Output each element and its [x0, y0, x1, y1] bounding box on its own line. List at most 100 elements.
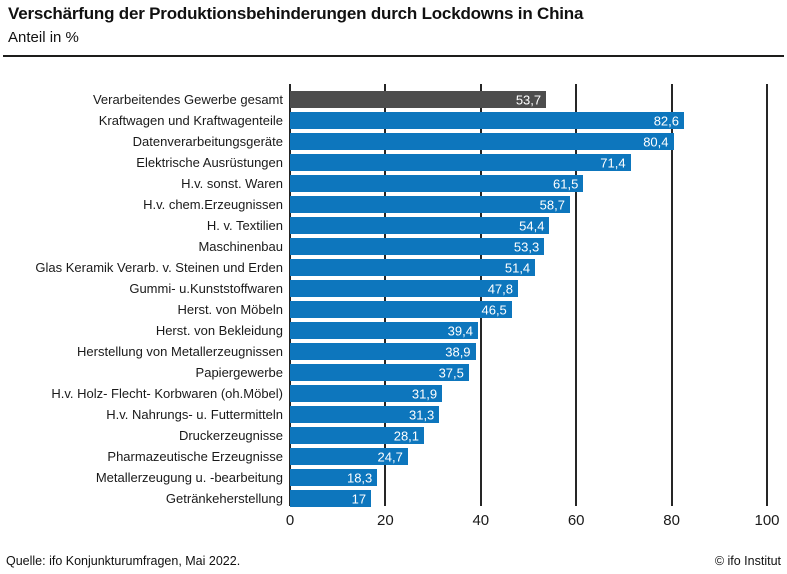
category-label: Herst. von Bekleidung — [155, 323, 283, 338]
bar-track: 28,1 — [290, 427, 767, 444]
bar-track: 31,3 — [290, 406, 767, 423]
chart-row: Herst. von Möbeln 46,5 — [0, 299, 787, 320]
x-tick-label: 0 — [285, 512, 295, 529]
chart-title: Verschärfung der Produktionsbehinderunge… — [8, 4, 584, 23]
x-tick-label: 20 — [377, 512, 394, 529]
value-label: 24,7 — [377, 449, 403, 464]
category-label: Elektrische Ausrüstungen — [136, 155, 283, 170]
bar: 28,1 — [290, 427, 425, 444]
value-label: 37,5 — [438, 365, 464, 380]
chart-row: Gummi- u.Kunststoffwaren 47,8 — [0, 278, 787, 299]
category-label: H.v. Nahrungs- u. Futtermitteln — [106, 407, 283, 422]
category-label: Herstellung von Metallerzeugnissen — [77, 344, 283, 359]
chart-row: Druckerzeugnisse 28,1 — [0, 425, 787, 446]
bar: 82,6 — [290, 112, 684, 129]
bar: 39,4 — [290, 322, 478, 339]
category-label: Maschinenbau — [198, 239, 283, 254]
bar-track: 82,6 — [290, 112, 767, 129]
bar: 53,3 — [290, 238, 545, 255]
source-note: Quelle: ifo Konjunkturumfragen, Mai 2022… — [6, 554, 241, 568]
bar-track: 24,7 — [290, 448, 767, 465]
chart-row: H. v. Textilien 54,4 — [0, 215, 787, 236]
chart-row: H.v. chem.Erzeugnissen 58,7 — [0, 194, 787, 215]
value-label: 31,3 — [408, 407, 435, 422]
bar-track: 54,4 — [290, 217, 767, 234]
bar: 51,4 — [290, 259, 536, 276]
value-label: 58,7 — [539, 197, 565, 212]
category-label: Getränkeherstellung — [165, 491, 283, 506]
gridline — [670, 84, 673, 506]
bar-track: 53,7 — [290, 91, 767, 108]
chart-row: H.v. Nahrungs- u. Futtermitteln 31,3 — [0, 404, 787, 425]
bar: 37,5 — [290, 364, 469, 381]
category-label: H. v. Textilien — [206, 218, 283, 233]
bar: 58,7 — [290, 196, 570, 213]
category-label: Druckerzeugnisse — [178, 428, 283, 443]
bar: 31,9 — [290, 385, 443, 402]
chart-row: H.v. sonst. Waren 61,5 — [0, 173, 787, 194]
bar: 61,5 — [290, 175, 584, 192]
gridline — [766, 84, 768, 506]
x-tick-label: 60 — [567, 512, 585, 529]
chart-row: Kraftwagen und Kraftwagenteile 82,6 — [0, 110, 787, 131]
category-label: Metallerzeugung u. -bearbeitung — [95, 470, 283, 485]
bar: 47,8 — [290, 280, 518, 297]
chart-row: H.v. Holz- Flecht- Korbwaren (oh.Möbel) 3… — [0, 383, 787, 404]
bar-track: 61,5 — [290, 175, 767, 192]
value-label: 38,9 — [445, 344, 471, 359]
bar-track: 17 — [290, 490, 767, 507]
x-tick-label: 80 — [663, 512, 680, 529]
bar-track: 39,4 — [290, 322, 767, 339]
bar: 17 — [290, 490, 372, 507]
bar: 80,4 — [290, 133, 674, 150]
value-label: 82,6 — [653, 113, 679, 128]
value-label: 17 — [351, 491, 367, 506]
bar-track: 71,4 — [290, 154, 767, 171]
bar-track: 18,3 — [290, 469, 767, 486]
value-label: 18,3 — [346, 470, 373, 485]
chart-footer: Quelle: ifo Konjunkturumfragen, Mai 2022… — [6, 554, 781, 568]
category-label: H.v. sonst. Waren — [181, 176, 283, 191]
bar-track: 51,4 — [290, 259, 767, 276]
bar: 46,5 — [290, 301, 512, 318]
chart-row: Metallerzeugung u. -bearbeitung 18,3 — [0, 467, 787, 488]
chart-row: Maschinenbau 53,3 — [0, 236, 787, 257]
category-label: Glas Keramik Verarb. v. Steinen und Erde… — [35, 260, 283, 275]
chart-subtitle: Anteil in % — [8, 29, 79, 46]
bar-track: 58,7 — [290, 196, 767, 213]
x-tick-label: 40 — [472, 512, 490, 529]
category-label: Verarbeitendes Gewerbe gesamt — [92, 92, 283, 107]
bar: 53,7 — [290, 91, 547, 108]
value-label: 80,4 — [643, 134, 669, 149]
value-label: 71,4 — [600, 155, 626, 170]
value-label: 31,9 — [411, 386, 438, 401]
value-label: 28,1 — [393, 428, 420, 443]
value-label: 53,7 — [515, 92, 542, 107]
x-tick-label: 100 — [754, 512, 780, 529]
category-label: Pharmazeutische Erzeugnisse — [107, 449, 283, 464]
category-label: Gummi- u.Kunststoffwaren — [129, 281, 283, 296]
bar: 18,3 — [290, 469, 378, 486]
category-label: Datenverarbeitungsgeräte — [132, 134, 283, 149]
value-label: 61,5 — [553, 176, 579, 191]
value-label: 54,4 — [519, 218, 545, 233]
category-label: Kraftwagen und Kraftwagenteile — [98, 113, 283, 128]
bar-track: 37,5 — [290, 364, 767, 381]
bar-track: 53,3 — [290, 238, 767, 255]
gridline — [575, 84, 578, 506]
bar: 38,9 — [290, 343, 476, 360]
value-label: 39,4 — [447, 323, 473, 338]
chart-row: Herstellung von Metallerzeugnissen 38,9 — [0, 341, 787, 362]
chart-row: Pharmazeutische Erzeugnisse 24,7 — [0, 446, 787, 467]
value-label: 53,3 — [513, 239, 540, 254]
value-label: 46,5 — [481, 302, 507, 317]
copyright-note: © ifo Institut — [714, 554, 781, 568]
category-label: H.v. Holz- Flecht- Korbwaren (oh.Möbel) — [51, 386, 283, 401]
category-label: Herst. von Möbeln — [177, 302, 284, 317]
chart-row: Datenverarbeitungsgeräte 80,4 — [0, 131, 787, 152]
bar-track: 38,9 — [290, 343, 767, 360]
bar: 71,4 — [290, 154, 631, 171]
chart-row: Glas Keramik Verarb. v. Steinen und Erde… — [0, 257, 787, 278]
bar-rows: Verarbeitendes Gewerbe gesamt 53,7 Kraftwa… — [0, 89, 787, 509]
chart-row: Elektrische Ausrüstungen 71,4 — [0, 152, 787, 173]
